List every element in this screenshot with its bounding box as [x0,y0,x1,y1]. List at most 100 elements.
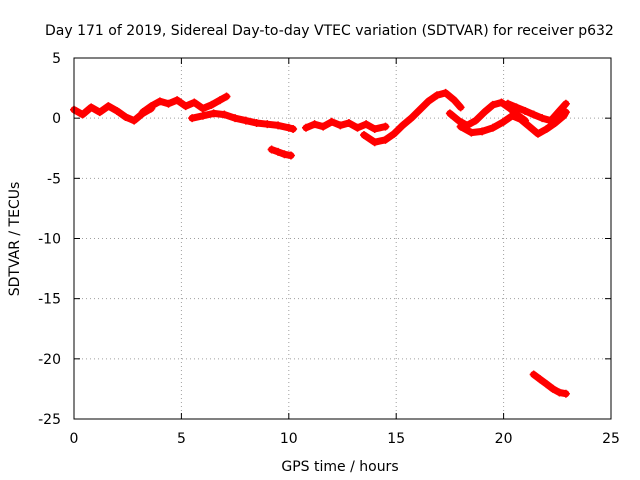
data-point [289,124,298,133]
data-point [164,99,173,108]
data-point [216,96,225,105]
data-point [561,99,570,108]
series-arc-10 [529,370,570,398]
data-point [78,110,87,119]
data-point [398,121,407,130]
x-axis-label: GPS time / hours [281,459,398,475]
data-point [555,388,564,397]
data-point [407,114,416,123]
y-tick-label: 5 [52,51,61,67]
series-arc-2 [138,92,231,117]
data-point [471,116,480,125]
data-point [319,122,328,131]
data-point [138,108,147,117]
data-point [454,116,463,125]
data-point [353,123,362,132]
data-point [104,102,113,111]
data-point [445,109,454,118]
data-point [456,122,465,131]
data-point [220,110,229,119]
data-point [274,121,283,130]
series-line [302,118,389,133]
data-point [181,102,190,111]
data-point [147,102,156,111]
data-point [546,116,555,125]
data-point [381,135,390,144]
x-tick-label: 10 [280,431,298,447]
data-point [310,120,319,129]
data-point [529,110,538,119]
series-arc-4 [267,145,295,160]
data-point [198,104,207,113]
data-point [280,150,289,159]
series-arc-5 [301,117,390,133]
data-point [241,116,250,125]
data-point [190,98,199,107]
data-point [555,106,564,115]
series-line [70,102,155,125]
data-point [512,103,521,112]
data-point [359,131,368,140]
y-axis-label: SDTVAR / TECUs [7,182,23,297]
x-tick-label: 20 [495,431,513,447]
x-tick-label: 25 [602,431,620,447]
data-point [503,99,512,108]
series-arc-9 [503,99,570,125]
series-arc-6 [359,88,465,147]
data-point [121,112,130,121]
data-point [252,118,261,127]
data-point [529,370,538,379]
series-arc-3 [188,109,298,133]
data-point [155,97,164,106]
data-point [390,129,399,138]
data-point [207,100,216,109]
data-point [327,117,336,126]
data-point [336,121,345,130]
data-point [533,129,542,138]
data-point [301,123,310,132]
data-point [542,124,551,133]
y-tick-label: -5 [47,171,61,187]
data-point [381,122,390,131]
data-point [95,108,104,117]
data-point [286,151,295,160]
data-point [424,97,433,106]
data-point [231,114,240,123]
data-point [456,103,465,112]
y-tick-label: -15 [38,292,61,308]
data-point [521,106,530,115]
axis-ticks: 0 5 10 15 20 25 5 0 -5 -10 -15 -20 -25 [38,51,620,447]
data-point [370,138,379,147]
data-point [536,375,545,384]
data-point [508,111,517,120]
data-point [87,103,96,112]
y-tick-label: -25 [38,412,61,428]
series-line [446,99,529,129]
x-tick-label: 15 [387,431,405,447]
x-tick-label: 5 [177,431,186,447]
data-point [542,380,551,389]
data-point [499,117,508,126]
data-point [209,109,218,118]
data-point [450,96,459,105]
data-point [370,124,379,133]
y-tick-label: -20 [38,352,61,368]
data-point [497,98,506,107]
data-point [549,384,558,393]
data-point [488,123,497,132]
data-point [478,127,487,136]
data-point [267,145,276,154]
data-point [415,105,424,114]
chart-title: Day 171 of 2019, Sidereal Day-to-day VTE… [45,23,614,39]
data-point [112,106,121,115]
data-point [188,114,197,123]
x-tick-label: 0 [70,431,79,447]
data-point [362,120,371,129]
data-point [433,91,442,100]
data-point [284,123,293,132]
data-point [488,100,497,109]
y-tick-label: -10 [38,232,61,248]
data-point [274,147,283,156]
data-point [561,389,570,398]
